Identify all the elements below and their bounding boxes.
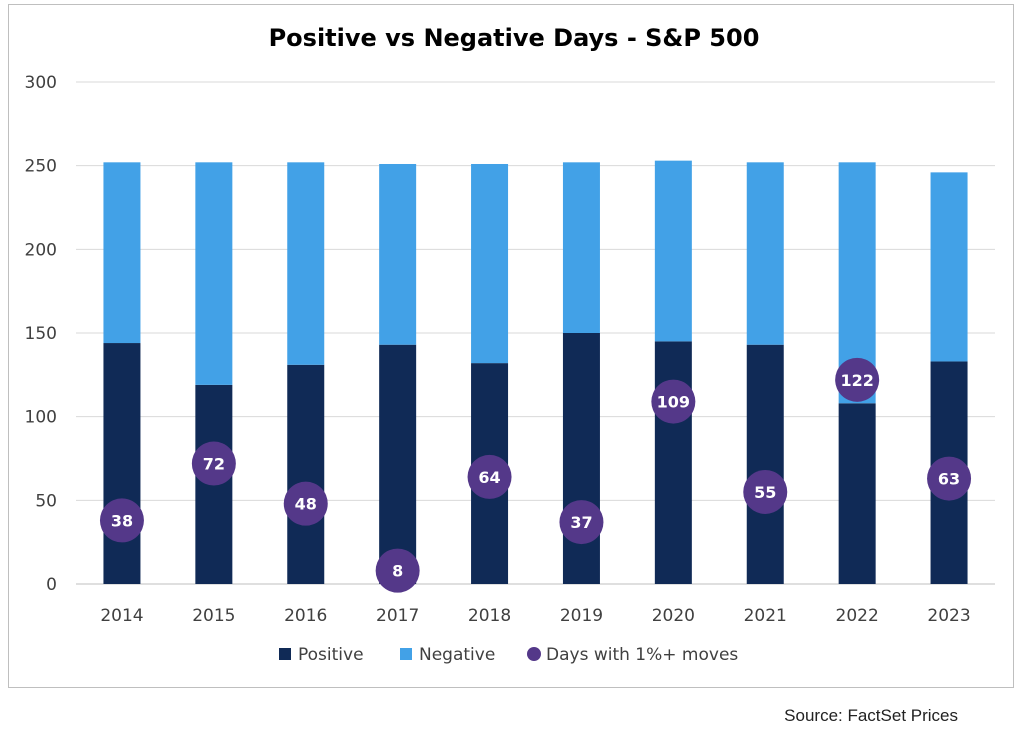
x-tick-label: 2020	[652, 606, 695, 626]
bubble-point	[283, 481, 328, 526]
y-tick-label: 200	[25, 240, 57, 260]
bar-negative	[195, 162, 233, 385]
source-note: Source: FactSet Prices	[784, 706, 958, 725]
legend-swatch	[400, 648, 412, 660]
legend-label: Negative	[419, 645, 495, 665]
bar-positive	[379, 344, 417, 584]
x-tick-label: 2014	[100, 606, 143, 626]
x-tick-label: 2023	[927, 606, 970, 626]
bubble-label: 72	[203, 455, 225, 474]
bubble-point	[835, 357, 880, 402]
bar-positive	[746, 344, 784, 584]
x-tick-label: 2019	[560, 606, 603, 626]
bubble-label: 63	[938, 470, 960, 489]
y-tick-label: 50	[35, 491, 57, 511]
bubbles: 38 72 48 8 64 37 109 55 122 63	[99, 357, 972, 593]
x-tick-label: 2018	[468, 606, 511, 626]
legend-label: Positive	[298, 645, 364, 665]
bar-negative	[930, 172, 968, 362]
bar-positive	[654, 341, 692, 584]
bubble-label: 37	[570, 513, 592, 532]
bubble-point	[99, 498, 144, 543]
x-tick-label: 2017	[376, 606, 419, 626]
y-tick-label: 250	[25, 157, 57, 177]
bubble-point	[743, 469, 788, 514]
bubble-label: 122	[840, 371, 873, 390]
bubble-label: 38	[111, 511, 133, 530]
bubble-label: 48	[295, 495, 317, 514]
bar-positive	[562, 333, 600, 584]
bar-negative	[562, 162, 600, 333]
y-tick-label: 150	[25, 324, 57, 344]
bar-negative	[287, 162, 325, 365]
y-axis-ticks: 0 50 100 150 200 250 300	[25, 73, 57, 595]
bubble-point	[559, 500, 604, 545]
bar-positive	[838, 403, 876, 584]
bar-negative	[746, 162, 784, 345]
bubble-label: 55	[754, 483, 776, 502]
bubble-point	[467, 454, 512, 499]
bubble-point	[191, 441, 236, 486]
bar-negative	[654, 160, 692, 342]
y-tick-label: 300	[25, 73, 57, 93]
bar-negative	[379, 163, 417, 345]
bubble-point	[651, 379, 696, 424]
bubble-point	[927, 456, 972, 501]
bubble-label: 8	[392, 562, 403, 581]
legend-swatch	[279, 648, 291, 660]
legend-swatch	[527, 647, 541, 661]
legend: Positive Negative Days with 1%+ moves	[279, 645, 738, 665]
legend-label: Days with 1%+ moves	[546, 645, 738, 665]
x-tick-label: 2015	[192, 606, 235, 626]
bar-positive	[287, 364, 325, 584]
bubble-point	[375, 548, 420, 593]
chart-title: Positive vs Negative Days - S&P 500	[269, 24, 760, 52]
bar-negative	[103, 162, 141, 344]
x-tick-label: 2016	[284, 606, 327, 626]
x-tick-label: 2022	[836, 606, 879, 626]
bubble-label: 109	[657, 393, 690, 412]
x-tick-label: 2021	[744, 606, 787, 626]
y-tick-label: 100	[25, 408, 57, 428]
bar-positive	[103, 343, 141, 584]
bar-negative	[471, 163, 509, 364]
x-axis-ticks: 2014 2015 2016 2017 2018 2019 2020 2021 2022 2023	[100, 606, 970, 626]
bubble-label: 64	[478, 468, 500, 487]
y-tick-label: 0	[46, 575, 57, 595]
